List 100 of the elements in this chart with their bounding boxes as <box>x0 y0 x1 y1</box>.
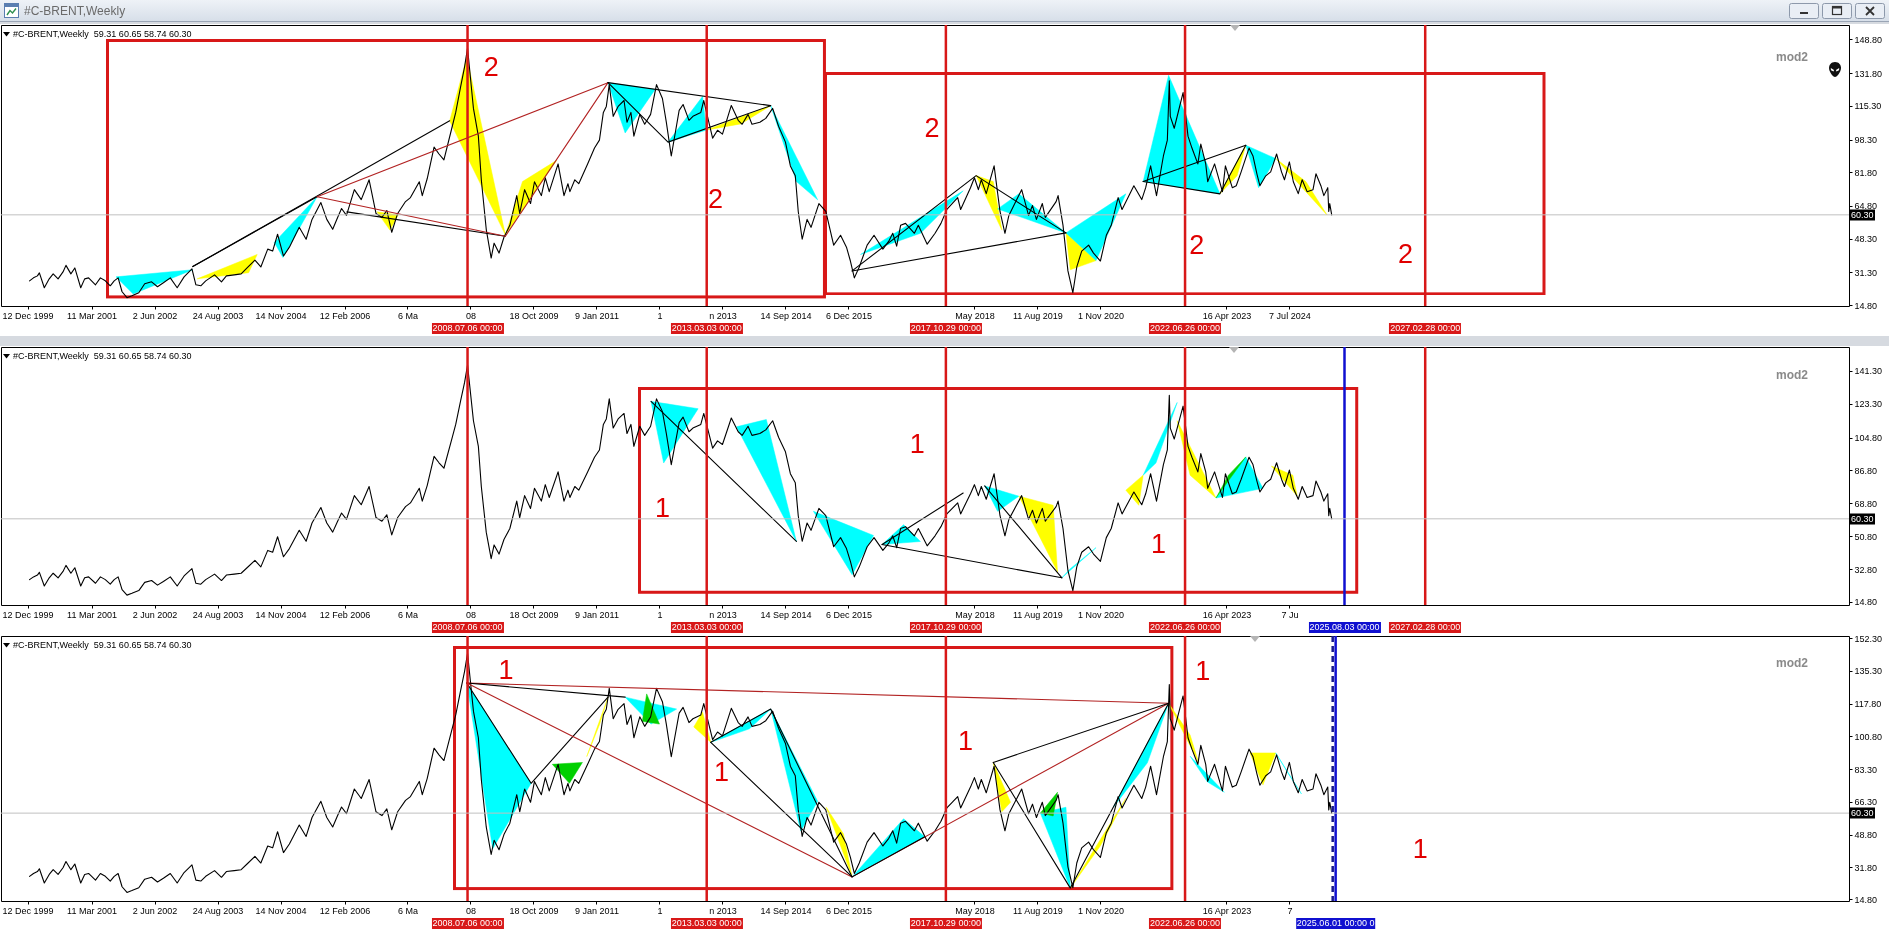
x-tick-label: 14 Nov 2004 <box>255 310 307 321</box>
y-tick-label: 48.80 <box>1854 830 1878 841</box>
x-tick-label: 7 Jul 2024 <box>1269 310 1311 321</box>
x-tick-label: 1 Nov 2020 <box>1077 905 1124 916</box>
y-tick-label: 141.30 <box>1854 366 1883 377</box>
y-tick-label: 98.30 <box>1854 135 1878 146</box>
ref-line-label: 2022.06.26 00:00 <box>1149 622 1222 633</box>
x-tick-label: 2 Jun 2002 <box>132 905 178 916</box>
x-tick-label: 9 Jan 2011 <box>575 310 619 321</box>
ref-line-label: 2027.02.28 00:00 <box>1389 622 1462 633</box>
ref-line-label: 2022.06.26 00:00 <box>1149 323 1222 334</box>
x-tick-label: 1 <box>657 310 663 321</box>
y-tick-label: 81.80 <box>1854 167 1878 178</box>
y-tick-label: 148.80 <box>1854 34 1883 45</box>
ref-line-label: 2017.10.29 00:00 <box>909 918 982 929</box>
y-tick-label: 64.80 <box>1854 201 1878 212</box>
ref-line-label: 60.30 <box>1850 513 1875 525</box>
ref-line-label: 2017.10.29 00:00 <box>909 323 982 334</box>
x-tick-label: 14 Sep 2014 <box>760 905 812 916</box>
ref-line-label: 2008.07.06 00:00 <box>431 622 504 633</box>
annotation: 2 <box>708 183 724 214</box>
annotation: 1 <box>909 428 925 459</box>
chart-subtitle: #C-BRENT,Weekly 59.31 60.65 58.74 60.30 <box>13 640 192 651</box>
x-tick-label: 1 Nov 2020 <box>1077 310 1124 321</box>
annotation: 1 <box>958 725 974 756</box>
x-tick-label: 6 Ma <box>397 310 418 321</box>
ref-line-label: 60.30 <box>1850 209 1875 221</box>
y-tick-label: 68.80 <box>1854 498 1878 509</box>
x-tick-label: 1 Nov 2020 <box>1077 609 1124 620</box>
x-tick-label: 14 Sep 2014 <box>760 310 812 321</box>
y-tick-label: 117.80 <box>1854 699 1882 710</box>
x-tick-label: May 2018 <box>955 905 995 916</box>
annotation: mod2 <box>1775 50 1809 64</box>
y-tick-label: 83.30 <box>1854 764 1878 775</box>
x-tick-label: 7 Ju <box>1281 609 1299 620</box>
ref-line-label: 2008.07.06 00:00 <box>431 323 504 334</box>
ref-line-label: 2027.02.28 00:00 <box>1389 323 1462 334</box>
x-tick-label: 11 Aug 2019 <box>1012 310 1063 321</box>
y-tick-label: 31.80 <box>1854 862 1878 873</box>
x-tick-label: 12 Dec 1999 <box>2 310 54 321</box>
x-tick-label: 12 Feb 2006 <box>319 310 371 321</box>
ref-line-label: 2022.06.26 00:00 <box>1149 918 1222 929</box>
x-tick-label: 16 Apr 2023 <box>1202 310 1252 321</box>
y-tick-label: 100.80 <box>1854 731 1883 742</box>
y-tick-label: 104.80 <box>1854 433 1883 444</box>
x-tick-label: May 2018 <box>955 310 995 321</box>
x-tick-label: 9 Jan 2011 <box>575 609 619 620</box>
chart-title: #C-BRENT,Weekly <box>24 4 126 18</box>
x-tick-label: May 2018 <box>955 609 995 620</box>
x-tick-label: 1 <box>657 905 663 916</box>
ref-line-label: 2013.03.03 00:00 <box>670 323 743 334</box>
x-tick-label: 6 Dec 2015 <box>825 609 872 620</box>
ref-line-label: 2017.10.29 00:00 <box>909 622 982 633</box>
y-tick-label: 66.30 <box>1854 797 1878 808</box>
ref-line-label: 2013.03.03 00:00 <box>670 622 743 633</box>
annotation: 1 <box>498 654 514 685</box>
x-tick-label: 6 Dec 2015 <box>825 310 872 321</box>
annotation: 1 <box>713 756 729 787</box>
x-tick-label: 08 <box>465 905 476 916</box>
y-tick-label: 32.80 <box>1854 564 1878 575</box>
x-tick-label: 6 Dec 2015 <box>825 905 872 916</box>
x-tick-label: 18 Oct 2009 <box>509 905 559 916</box>
x-tick-label: 1 <box>657 609 663 620</box>
x-tick-label: 12 Feb 2006 <box>319 609 371 620</box>
x-tick-label: 14 Sep 2014 <box>760 609 812 620</box>
x-tick-label: 18 Oct 2009 <box>509 609 559 620</box>
x-tick-label: 18 Oct 2009 <box>509 310 559 321</box>
x-tick-label: 6 Ma <box>397 609 418 620</box>
ref-line-label: 2025.06.01 00:00 0 <box>1295 918 1376 929</box>
annotation: mod2 <box>1775 656 1809 670</box>
y-tick-label: 48.30 <box>1854 234 1878 245</box>
x-tick-label: 9 Jan 2011 <box>575 905 619 916</box>
x-tick-label: 12 Dec 1999 <box>2 609 54 620</box>
y-tick-label: 14.80 <box>1854 300 1878 311</box>
annotation: 1 <box>1195 655 1211 686</box>
annotation: 1 <box>1150 528 1166 559</box>
x-tick-label: 11 Mar 2001 <box>67 609 117 620</box>
annotation: 1 <box>655 492 671 523</box>
x-tick-label: 12 Dec 1999 <box>2 905 54 916</box>
y-tick-label: 152.30 <box>1854 633 1883 644</box>
y-tick-label: 86.80 <box>1854 465 1878 476</box>
ref-line-label: 2025.08.03 00:00 <box>1308 622 1381 633</box>
x-tick-label: 24 Aug 2003 <box>192 905 244 916</box>
annotation: mod2 <box>1775 368 1809 382</box>
x-tick-label: 11 Mar 2001 <box>67 905 117 916</box>
x-tick-label: 7 <box>1287 905 1293 916</box>
y-tick-label: 131.80 <box>1854 68 1883 79</box>
annotation: 2 <box>1189 229 1205 260</box>
x-tick-label: 08 <box>465 310 476 321</box>
x-tick-label: n 2013 <box>709 905 737 916</box>
x-tick-label: 14 Nov 2004 <box>255 609 307 620</box>
annotation: 2 <box>924 112 940 143</box>
x-tick-label: 2 Jun 2002 <box>132 310 178 321</box>
chart-subtitle: #C-BRENT,Weekly 59.31 60.65 58.74 60.30 <box>13 29 192 40</box>
annotation: 1 <box>1412 833 1428 864</box>
x-tick-label: 16 Apr 2023 <box>1202 905 1252 916</box>
x-tick-label: 11 Aug 2019 <box>1012 905 1063 916</box>
x-tick-label: 08 <box>465 609 476 620</box>
y-tick-label: 14.80 <box>1854 597 1878 608</box>
x-tick-label: 24 Aug 2003 <box>192 609 244 620</box>
